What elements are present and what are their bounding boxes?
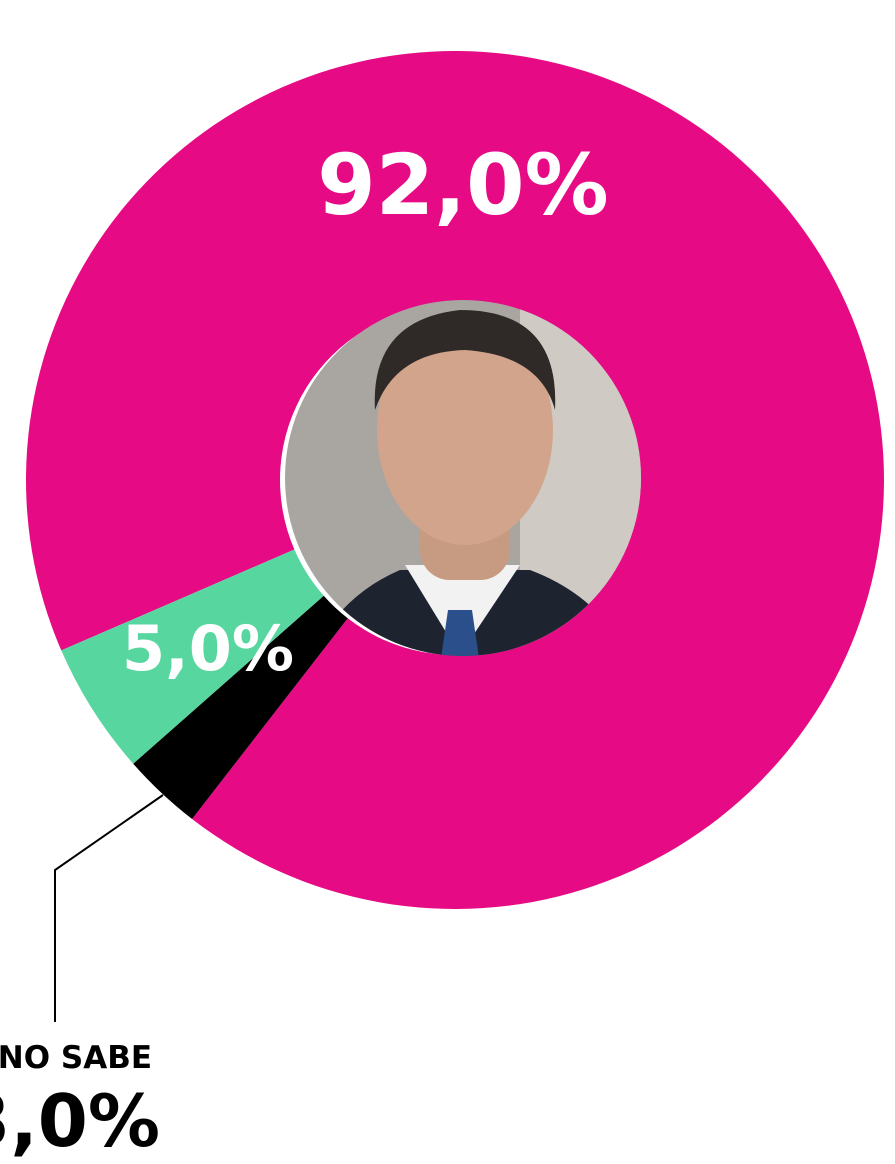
value-label: 92,0% [317, 136, 608, 234]
category-label: NO SABE [0, 1040, 152, 1076]
leader-line [55, 795, 163, 1022]
value-label: 3,0% [0, 1079, 160, 1163]
chart: NO SABE 3,0% 92,0% 5,0% [0, 0, 895, 1164]
value-label: 5,0% [122, 612, 294, 685]
